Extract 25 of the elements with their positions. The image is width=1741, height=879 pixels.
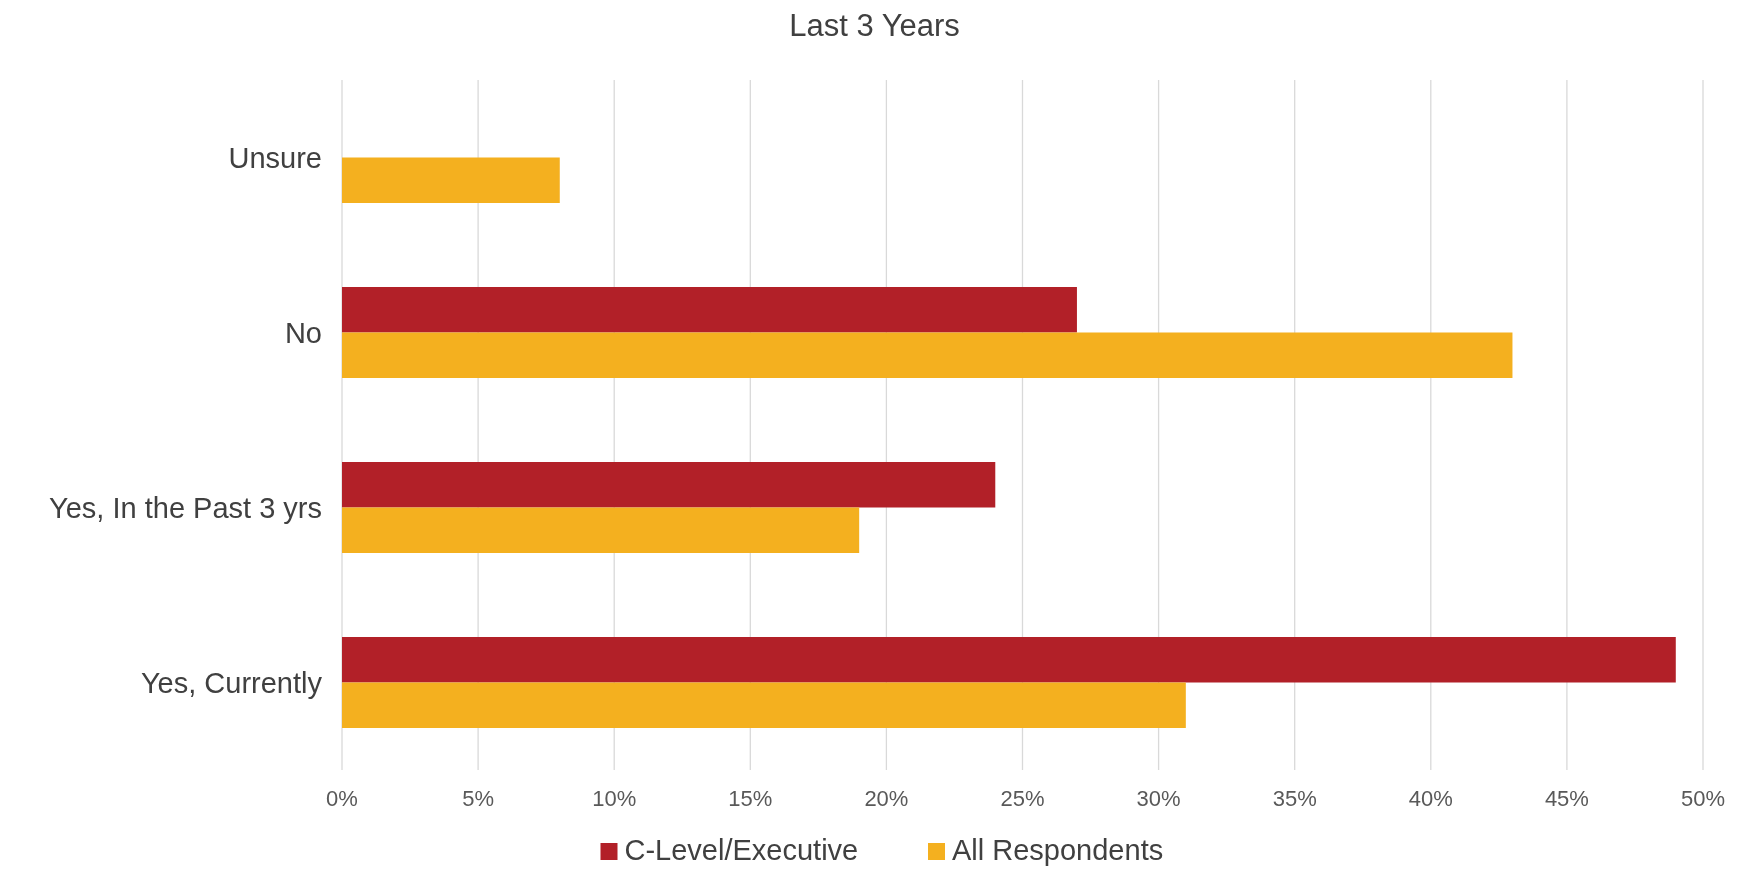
x-tick-label: 0% — [326, 786, 358, 811]
bar — [342, 157, 560, 203]
bar — [342, 332, 1513, 378]
x-tick-label: 10% — [592, 786, 637, 811]
bar — [342, 682, 1186, 728]
chart-title: Last 3 Years — [789, 8, 960, 43]
y-tick-label: No — [284, 316, 322, 349]
y-tick-label: Yes, Currently — [140, 666, 323, 699]
x-tick-label: 45% — [1544, 786, 1589, 811]
legend-label: All Respondents — [952, 834, 1164, 866]
y-tick-label: Unsure — [228, 141, 322, 174]
legend-label: C-Level/Executive — [624, 834, 859, 866]
y-tick-label: Yes, In the Past 3 yrs — [49, 491, 322, 524]
x-tick-label: 30% — [1136, 786, 1181, 811]
bar — [342, 287, 1077, 333]
bar — [342, 507, 860, 553]
x-tick-label: 35% — [1272, 786, 1317, 811]
x-tick-label: 50% — [1680, 786, 1726, 811]
x-tick-label: 5% — [462, 786, 494, 811]
x-tick-label: 20% — [864, 786, 909, 811]
bar — [342, 637, 1676, 683]
bar — [342, 462, 996, 508]
x-tick-label: 15% — [728, 786, 773, 811]
x-tick-label: 40% — [1408, 786, 1453, 811]
x-tick-label: 25% — [1000, 786, 1045, 811]
